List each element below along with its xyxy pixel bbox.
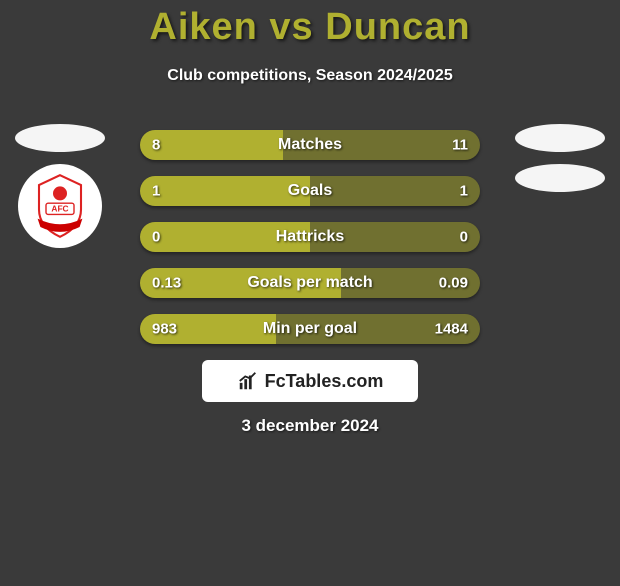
bar-row: 1 Goals 1 <box>140 176 480 206</box>
team-left-crest: AFC <box>18 164 102 248</box>
bar-label: Goals per match <box>140 274 480 292</box>
bar-label: Hattricks <box>140 228 480 246</box>
team-left-badge-oval <box>15 124 105 152</box>
bar-right-value: 1 <box>460 183 468 200</box>
fctables-logo-text: FcTables.com <box>265 371 384 392</box>
team-right-badge-oval-2 <box>515 164 605 192</box>
bar-label: Goals <box>140 182 480 200</box>
page-title: Aiken vs Duncan <box>0 6 620 49</box>
bar-right-value: 11 <box>452 137 468 154</box>
chart-icon <box>237 370 259 392</box>
bar-row: 0.13 Goals per match 0.09 <box>140 268 480 298</box>
bar-right-value: 1484 <box>435 321 468 338</box>
right-badges-column <box>510 124 610 192</box>
bar-row: 0 Hattricks 0 <box>140 222 480 252</box>
fctables-logo: FcTables.com <box>202 360 418 402</box>
crest-icon: AFC <box>25 171 95 241</box>
bar-row: 8 Matches 11 <box>140 130 480 160</box>
page-subtitle: Club competitions, Season 2024/2025 <box>0 67 620 85</box>
bar-label: Matches <box>140 136 480 154</box>
left-badges-column: AFC <box>10 124 110 248</box>
bar-right-value: 0 <box>460 229 468 246</box>
team-right-badge-oval-1 <box>515 124 605 152</box>
crest-text: AFC <box>51 204 68 214</box>
comparison-bars: 8 Matches 11 1 Goals 1 0 Hattricks 0 0.1… <box>140 130 480 360</box>
bar-label: Min per goal <box>140 320 480 338</box>
bar-right-value: 0.09 <box>439 275 468 292</box>
footer-date: 3 december 2024 <box>0 416 620 436</box>
bar-row: 983 Min per goal 1484 <box>140 314 480 344</box>
